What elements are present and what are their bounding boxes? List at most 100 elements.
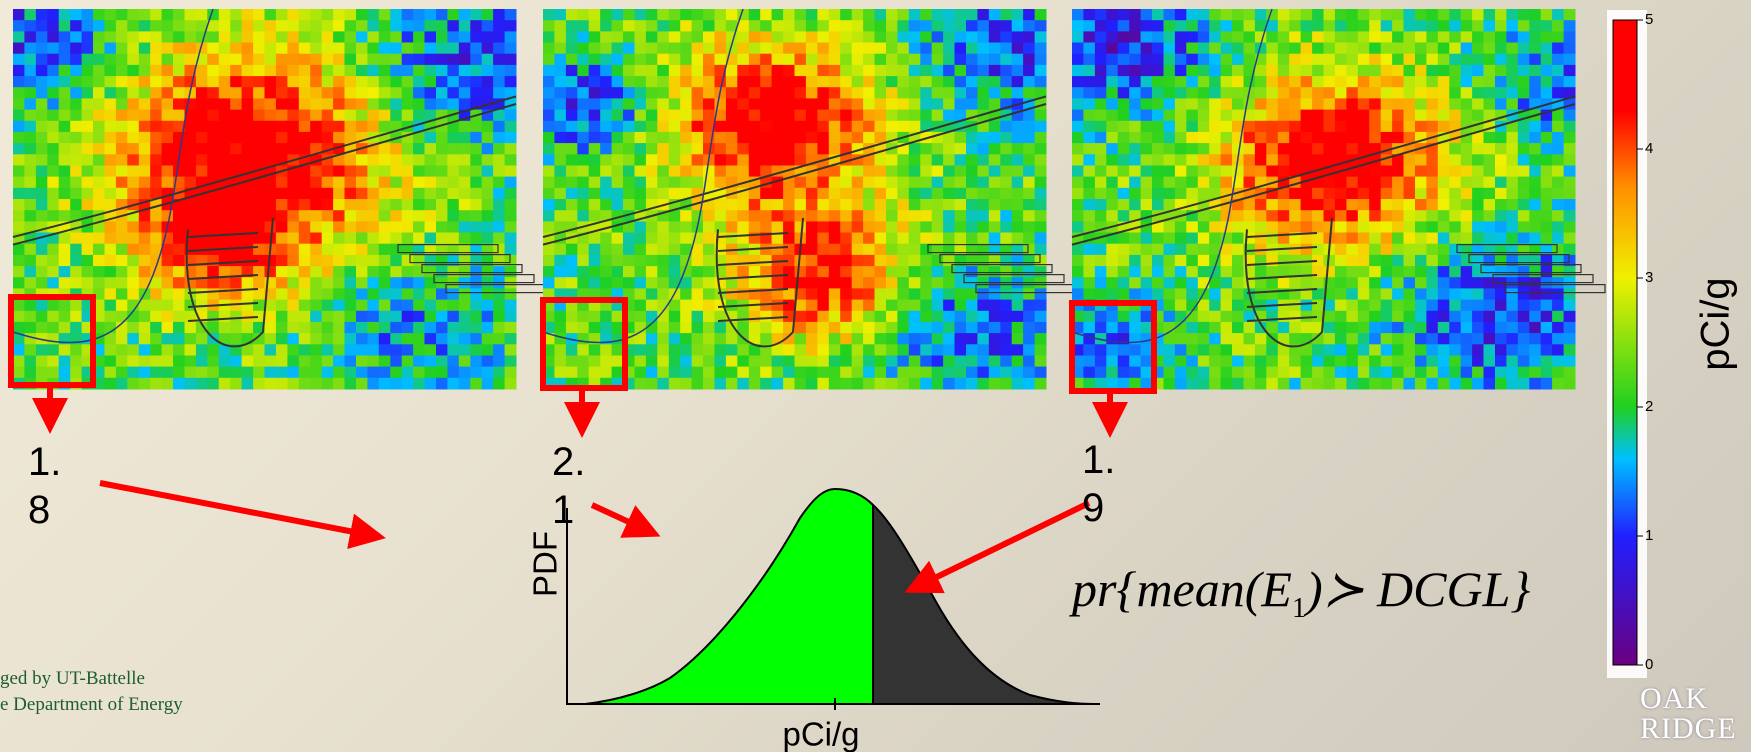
heatmap-cell [635, 43, 647, 55]
heatmap-cell [1404, 121, 1416, 133]
heatmap-cell [505, 43, 517, 55]
heatmap-cell [795, 177, 807, 189]
heatmap-cell [276, 288, 288, 300]
heatmap-cell [863, 54, 875, 66]
heatmap-cell [207, 255, 219, 267]
heatmap-cell [1198, 244, 1210, 256]
heatmap-cell [436, 266, 448, 278]
heatmap-cell [1472, 378, 1484, 390]
heatmap-cell [817, 54, 829, 66]
heatmap-cell [1484, 98, 1496, 110]
heatmap-cell [909, 277, 921, 289]
heatmap-cell [852, 221, 864, 233]
heatmap-cell [1506, 54, 1518, 66]
heatmap-cell [493, 87, 505, 99]
heatmap-cell [1152, 87, 1164, 99]
heatmap-cell [116, 20, 128, 32]
heatmap-cell [600, 98, 612, 110]
heatmap-cell [669, 132, 681, 144]
heatmap-cell [1289, 221, 1301, 233]
heatmap-cell [886, 54, 898, 66]
heatmap-cell [505, 322, 517, 334]
heatmap-cell [737, 110, 749, 122]
heatmap-cell [1449, 244, 1461, 256]
heatmap-cell [817, 20, 829, 32]
heatmap-cell [646, 110, 658, 122]
heatmap-cell [1552, 110, 1564, 122]
heatmap-cell [1461, 300, 1473, 312]
heatmap-cell [470, 367, 482, 379]
colorbar-tick-label: 1 [1645, 527, 1653, 544]
heatmap-cell [1484, 132, 1496, 144]
heatmap-cell [447, 87, 459, 99]
heatmap-cell [1129, 143, 1141, 155]
heatmap-cell [59, 356, 71, 368]
heatmap-cell [1244, 31, 1256, 43]
heatmap-cell [356, 154, 368, 166]
heatmap-cell [1392, 87, 1404, 99]
heatmap-cell [1000, 221, 1012, 233]
heatmap-cell [943, 221, 955, 233]
heatmap-cell [554, 87, 566, 99]
heatmap-cell [436, 221, 448, 233]
heatmap-cell [920, 255, 932, 267]
heatmap-cell [1404, 65, 1416, 77]
heatmap-cell [505, 20, 517, 32]
heatmap-cell [932, 277, 944, 289]
heatmap-cell [162, 54, 174, 66]
heatmap-cell [1141, 76, 1153, 88]
heatmap-cell [840, 288, 852, 300]
heatmap-cell [646, 333, 658, 345]
heatmap-cell [635, 378, 647, 390]
heatmap-cell [1232, 378, 1244, 390]
heatmap-cell [162, 311, 174, 323]
heatmap-cell [657, 277, 669, 289]
heatmap-cell [909, 356, 921, 368]
heatmap-cell [680, 54, 692, 66]
heatmap-cell [783, 65, 795, 77]
heatmap-cell [897, 288, 909, 300]
heatmap-cell [817, 233, 829, 245]
heatmap-cell [646, 177, 658, 189]
heatmap-cell [1495, 9, 1507, 21]
heatmap-cell [1035, 9, 1047, 21]
heatmap-cell [1472, 199, 1484, 211]
heatmap-cell [1266, 266, 1278, 278]
heatmap-cell [1392, 266, 1404, 278]
heatmap-cell [1175, 132, 1187, 144]
heatmap-cell [196, 65, 208, 77]
heatmap-cell [116, 31, 128, 43]
heatmap-cell [1484, 166, 1496, 178]
heatmap-cell [1012, 210, 1024, 222]
heatmap-cell [402, 154, 414, 166]
heatmap-cell [1426, 356, 1438, 368]
heatmap-cell [390, 20, 402, 32]
heatmap-cell [1312, 43, 1324, 55]
heatmap-cell [1198, 154, 1210, 166]
heatmap-cell [367, 188, 379, 200]
heatmap-cell [1541, 221, 1553, 233]
heatmap-cell [333, 244, 345, 256]
heatmap-cell [635, 199, 647, 211]
heatmap-cell [1023, 31, 1035, 43]
heatmap-cell [1404, 344, 1416, 356]
heatmap-cell [127, 9, 139, 21]
heatmap-cell [459, 154, 471, 166]
heatmap-cell [1529, 300, 1541, 312]
heatmap-cell [806, 277, 818, 289]
heatmap-cell [554, 244, 566, 256]
heatmap-cell [863, 43, 875, 55]
heatmap-cell [1484, 378, 1496, 390]
heatmap-cell [207, 288, 219, 300]
heatmap-cell [1129, 177, 1141, 189]
heatmap-cell [1381, 87, 1393, 99]
heatmap-cell [692, 177, 704, 189]
heatmap-cell [1289, 20, 1301, 32]
heatmap-cell [196, 9, 208, 21]
heatmap-cell [1164, 31, 1176, 43]
heatmap-cell [726, 31, 738, 43]
heatmap-cell [356, 31, 368, 43]
heatmap-cell [299, 266, 311, 278]
heatmaps [13, 9, 1605, 390]
heatmap-cell [59, 54, 71, 66]
